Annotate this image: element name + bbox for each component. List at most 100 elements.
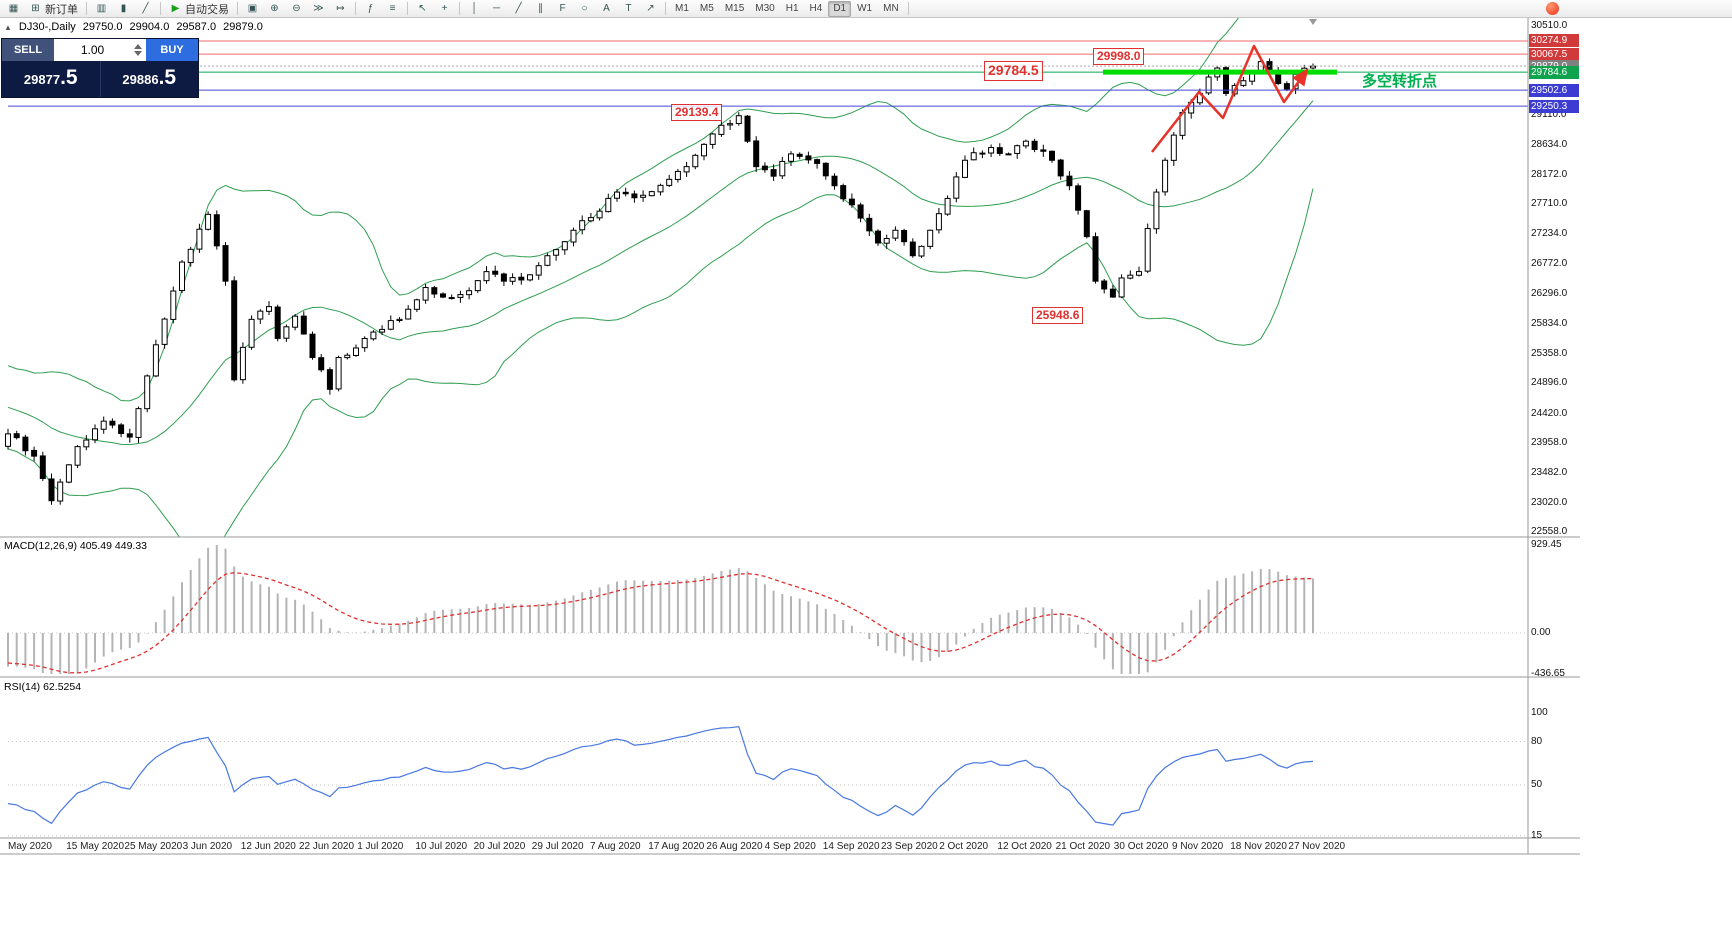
candle-body [309, 333, 316, 359]
chart-shift-marker[interactable] [1309, 19, 1317, 25]
candle-body [396, 318, 403, 322]
candle-body [152, 344, 159, 377]
candle-body [387, 320, 394, 330]
sell-price-main: 29877 [23, 72, 61, 87]
horizontal-line-icon[interactable]: ─ [486, 0, 507, 18]
bollinger-lower-band [7, 188, 1314, 537]
candlestick-chart-icon[interactable]: ▮ [113, 0, 134, 18]
candle-body [1083, 210, 1090, 238]
text-label-icon[interactable]: T [618, 0, 639, 18]
timeframe-w1[interactable]: W1 [857, 2, 873, 14]
vertical-line-icon[interactable]: │ [464, 0, 485, 18]
candle-body [1136, 271, 1142, 276]
ohlc-low: 29587.0 [176, 21, 217, 33]
toolbar-separator [86, 2, 87, 15]
macd-label: MACD(12,26,9) 405.49 449.33 [4, 540, 148, 552]
tile-windows-icon[interactable]: ▣ [242, 0, 263, 18]
zoom-in-icon[interactable]: ⊕ [264, 0, 285, 18]
candle-body [1223, 67, 1229, 94]
sell-price-display[interactable]: 29877 .5 [2, 61, 100, 97]
candle-body [901, 230, 908, 243]
candle-body [48, 478, 55, 502]
timeframe-m15[interactable]: M15 [724, 2, 745, 14]
note-text[interactable]: 多空转折点 [1362, 73, 1438, 90]
candle-body [1170, 134, 1177, 161]
volume-up-icon[interactable] [133, 44, 142, 49]
ohlc-open: 29750.0 [82, 21, 123, 33]
candle-body [657, 184, 664, 193]
volume-spinner [131, 44, 146, 56]
candle-body [718, 124, 725, 135]
timeframe-h1[interactable]: H1 [785, 2, 799, 14]
candle-body [335, 357, 342, 390]
timeframe-mn[interactable]: MN [883, 2, 899, 14]
candle-body [727, 123, 734, 126]
candle-body [1240, 80, 1247, 86]
candle-body [962, 159, 968, 178]
indicators-icon[interactable]: ƒ [360, 0, 381, 18]
candle-body [953, 176, 960, 199]
line-chart-icon: ╱ [142, 3, 149, 14]
cursor-icon[interactable]: ↖ [412, 0, 433, 18]
volume-down-icon[interactable] [133, 51, 142, 56]
candle-body [413, 299, 420, 310]
candle-body [814, 159, 821, 164]
candle-body [805, 155, 812, 161]
volume-input[interactable] [54, 42, 131, 58]
sell-button[interactable]: SELL [2, 39, 54, 61]
arrows-tool-icon[interactable]: ↗ [640, 0, 661, 18]
timeframe-h4[interactable]: H4 [809, 2, 823, 14]
candle-body [970, 152, 977, 161]
shapes-icon[interactable]: ○ [574, 0, 595, 18]
bollinger-middle-band [7, 100, 1314, 446]
candle-body [274, 306, 281, 339]
candlestick-series [5, 18, 1316, 537]
chart-shift-icon[interactable]: ↦ [330, 0, 351, 18]
text-icon[interactable]: A [596, 0, 617, 18]
timeframe-m30[interactable]: M30 [755, 2, 775, 14]
candle-body [631, 193, 638, 199]
channel-icon: ∥ [538, 3, 543, 14]
timeframe-d1[interactable]: D1 [828, 0, 852, 17]
candle-body [1066, 175, 1073, 187]
candle-body [927, 229, 934, 247]
line-chart-icon[interactable]: ╱ [135, 0, 156, 18]
candle-body [1075, 185, 1082, 211]
buy-button[interactable]: BUY [146, 39, 198, 61]
trendline-icon[interactable]: ╱ [508, 0, 529, 18]
toolbar-separator [459, 2, 460, 15]
candle-body [640, 194, 647, 198]
tile-windows-icon: ▣ [247, 3, 258, 14]
candle-body [988, 147, 995, 154]
candle-body [126, 433, 133, 438]
candle-body [909, 241, 916, 257]
candle-body [648, 191, 655, 197]
candle-body [65, 464, 72, 483]
auto-scroll-icon[interactable]: ≫ [308, 0, 329, 18]
buy-price-display[interactable]: 29886 .5 [99, 61, 199, 97]
zoom-out-icon[interactable]: ⊖ [286, 0, 307, 18]
sell-price-pips: .5 [60, 66, 78, 89]
channel-icon[interactable]: ∥ [530, 0, 551, 18]
objects-list-icon[interactable]: ≡ [382, 0, 403, 18]
candle-body [570, 229, 577, 243]
trend-annotation-arrow[interactable] [1151, 44, 1309, 153]
autotrading-button[interactable]: ▶ 自动交易 [165, 0, 233, 18]
candle-body [161, 318, 168, 345]
new-chart-icon[interactable]: ▦ [3, 0, 24, 18]
new-order-button[interactable]: ⊞ 新订单 [25, 0, 82, 18]
bar-chart-icon[interactable]: ▥ [91, 0, 112, 18]
crosshair-icon[interactable]: + [434, 0, 455, 18]
collapse-icon[interactable]: ▲ [4, 22, 12, 32]
candle-body [831, 175, 838, 187]
notification-icon[interactable] [1546, 2, 1559, 15]
fibonacci-icon[interactable]: F [552, 0, 573, 18]
candle-body [866, 217, 873, 232]
candle-body [422, 287, 429, 301]
timeframe-m5[interactable]: M5 [699, 2, 714, 14]
symbol-period-label: DJ30-,Daily [18, 21, 76, 33]
toolbar-separator [237, 2, 238, 15]
toolbar-separator [907, 2, 909, 15]
timeframe-m1[interactable]: M1 [675, 2, 689, 14]
